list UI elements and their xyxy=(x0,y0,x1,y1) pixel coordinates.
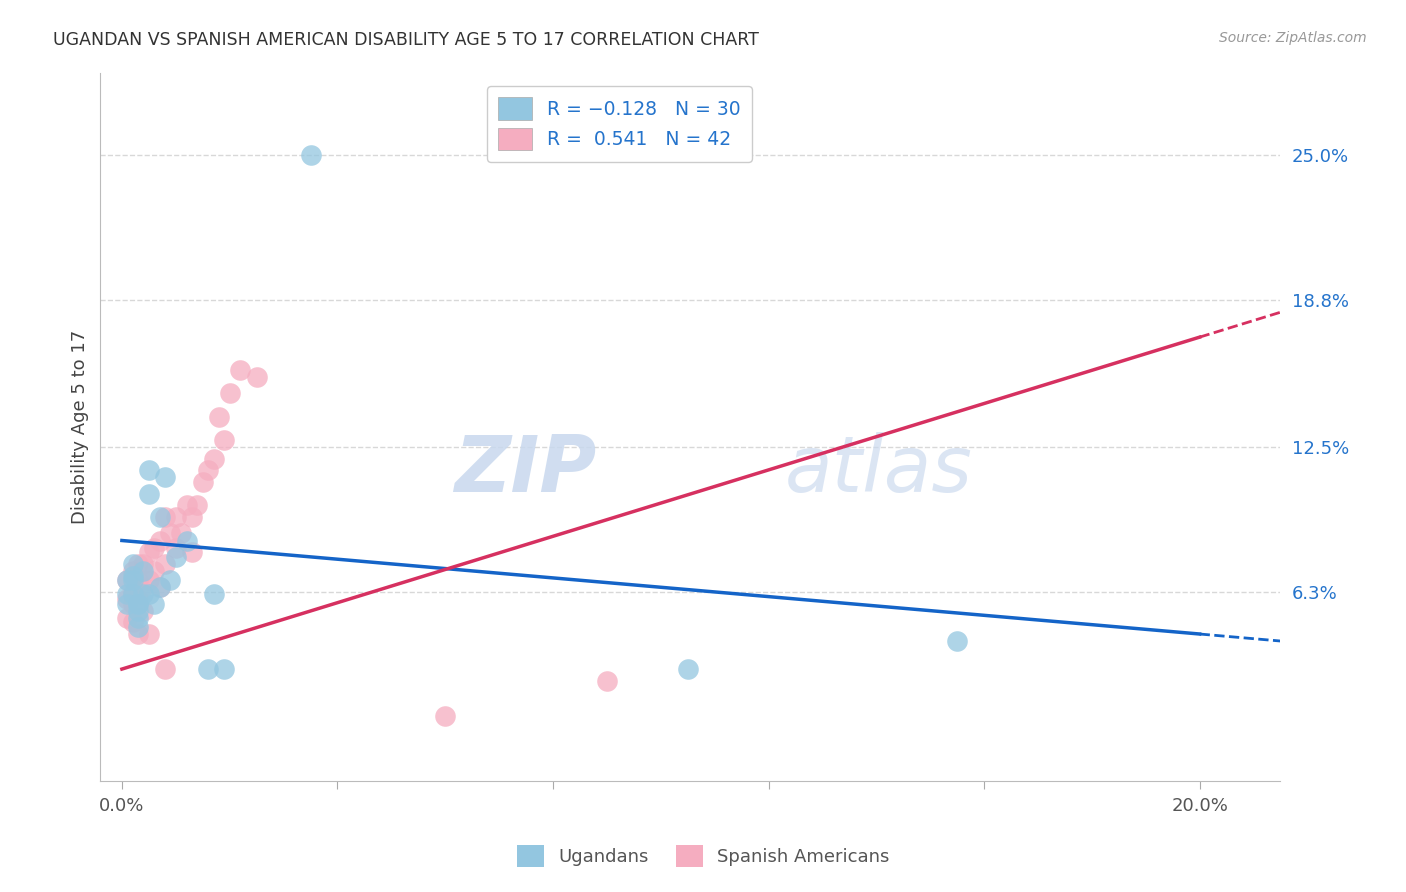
Point xyxy=(132,580,155,594)
Point xyxy=(143,541,166,555)
Point xyxy=(149,580,172,594)
Point xyxy=(143,564,166,578)
Text: Source: ZipAtlas.com: Source: ZipAtlas.com xyxy=(1219,31,1367,45)
Point xyxy=(208,409,231,424)
Point xyxy=(132,604,155,618)
Point xyxy=(127,597,149,611)
Point xyxy=(127,573,149,587)
Point xyxy=(153,662,176,676)
Point xyxy=(127,610,149,624)
Point xyxy=(229,363,252,377)
Point xyxy=(159,573,181,587)
Point xyxy=(159,526,181,541)
Point xyxy=(127,604,149,618)
Point xyxy=(138,627,160,641)
Point xyxy=(143,597,166,611)
Point xyxy=(191,475,214,489)
Point xyxy=(138,573,160,587)
Point xyxy=(202,587,225,601)
Point xyxy=(117,610,139,624)
Text: atlas: atlas xyxy=(785,432,973,508)
Legend: Ugandans, Spanish Americans: Ugandans, Spanish Americans xyxy=(509,838,897,874)
Point xyxy=(218,386,240,401)
Point xyxy=(117,573,139,587)
Point xyxy=(117,597,139,611)
Point xyxy=(299,148,322,162)
Text: ZIP: ZIP xyxy=(454,432,596,508)
Point xyxy=(596,673,619,688)
Point xyxy=(176,533,198,548)
Point xyxy=(121,564,143,578)
Point xyxy=(132,564,155,578)
Point xyxy=(127,597,149,611)
Point xyxy=(197,463,219,477)
Point xyxy=(165,549,187,564)
Point xyxy=(165,541,187,555)
Point xyxy=(117,591,139,606)
Point xyxy=(149,533,172,548)
Point xyxy=(181,545,204,559)
Point xyxy=(176,499,198,513)
Point xyxy=(186,499,208,513)
Point xyxy=(132,557,155,571)
Point xyxy=(202,451,225,466)
Point xyxy=(149,580,172,594)
Point xyxy=(132,587,155,601)
Point xyxy=(197,662,219,676)
Point xyxy=(138,487,160,501)
Point xyxy=(946,634,969,648)
Point xyxy=(121,573,143,587)
Point xyxy=(170,526,193,541)
Point xyxy=(153,470,176,484)
Point xyxy=(117,587,139,601)
Point xyxy=(121,587,143,601)
Point xyxy=(121,557,143,571)
Point xyxy=(138,463,160,477)
Y-axis label: Disability Age 5 to 17: Disability Age 5 to 17 xyxy=(72,330,89,524)
Point xyxy=(121,587,143,601)
Point xyxy=(214,662,236,676)
Point xyxy=(127,557,149,571)
Point xyxy=(121,597,143,611)
Point xyxy=(121,615,143,630)
Point xyxy=(149,510,172,524)
Point xyxy=(214,433,236,447)
Point xyxy=(153,510,176,524)
Point xyxy=(127,627,149,641)
Point xyxy=(434,708,457,723)
Point xyxy=(246,370,269,384)
Point xyxy=(138,587,160,601)
Point xyxy=(127,620,149,634)
Point xyxy=(181,510,204,524)
Point xyxy=(153,557,176,571)
Point xyxy=(676,662,699,676)
Point xyxy=(138,545,160,559)
Point xyxy=(117,573,139,587)
Point xyxy=(127,591,149,606)
Legend: R = −0.128   N = 30, R =  0.541   N = 42: R = −0.128 N = 30, R = 0.541 N = 42 xyxy=(486,86,752,161)
Text: UGANDAN VS SPANISH AMERICAN DISABILITY AGE 5 TO 17 CORRELATION CHART: UGANDAN VS SPANISH AMERICAN DISABILITY A… xyxy=(53,31,759,49)
Point xyxy=(121,568,143,582)
Point xyxy=(165,510,187,524)
